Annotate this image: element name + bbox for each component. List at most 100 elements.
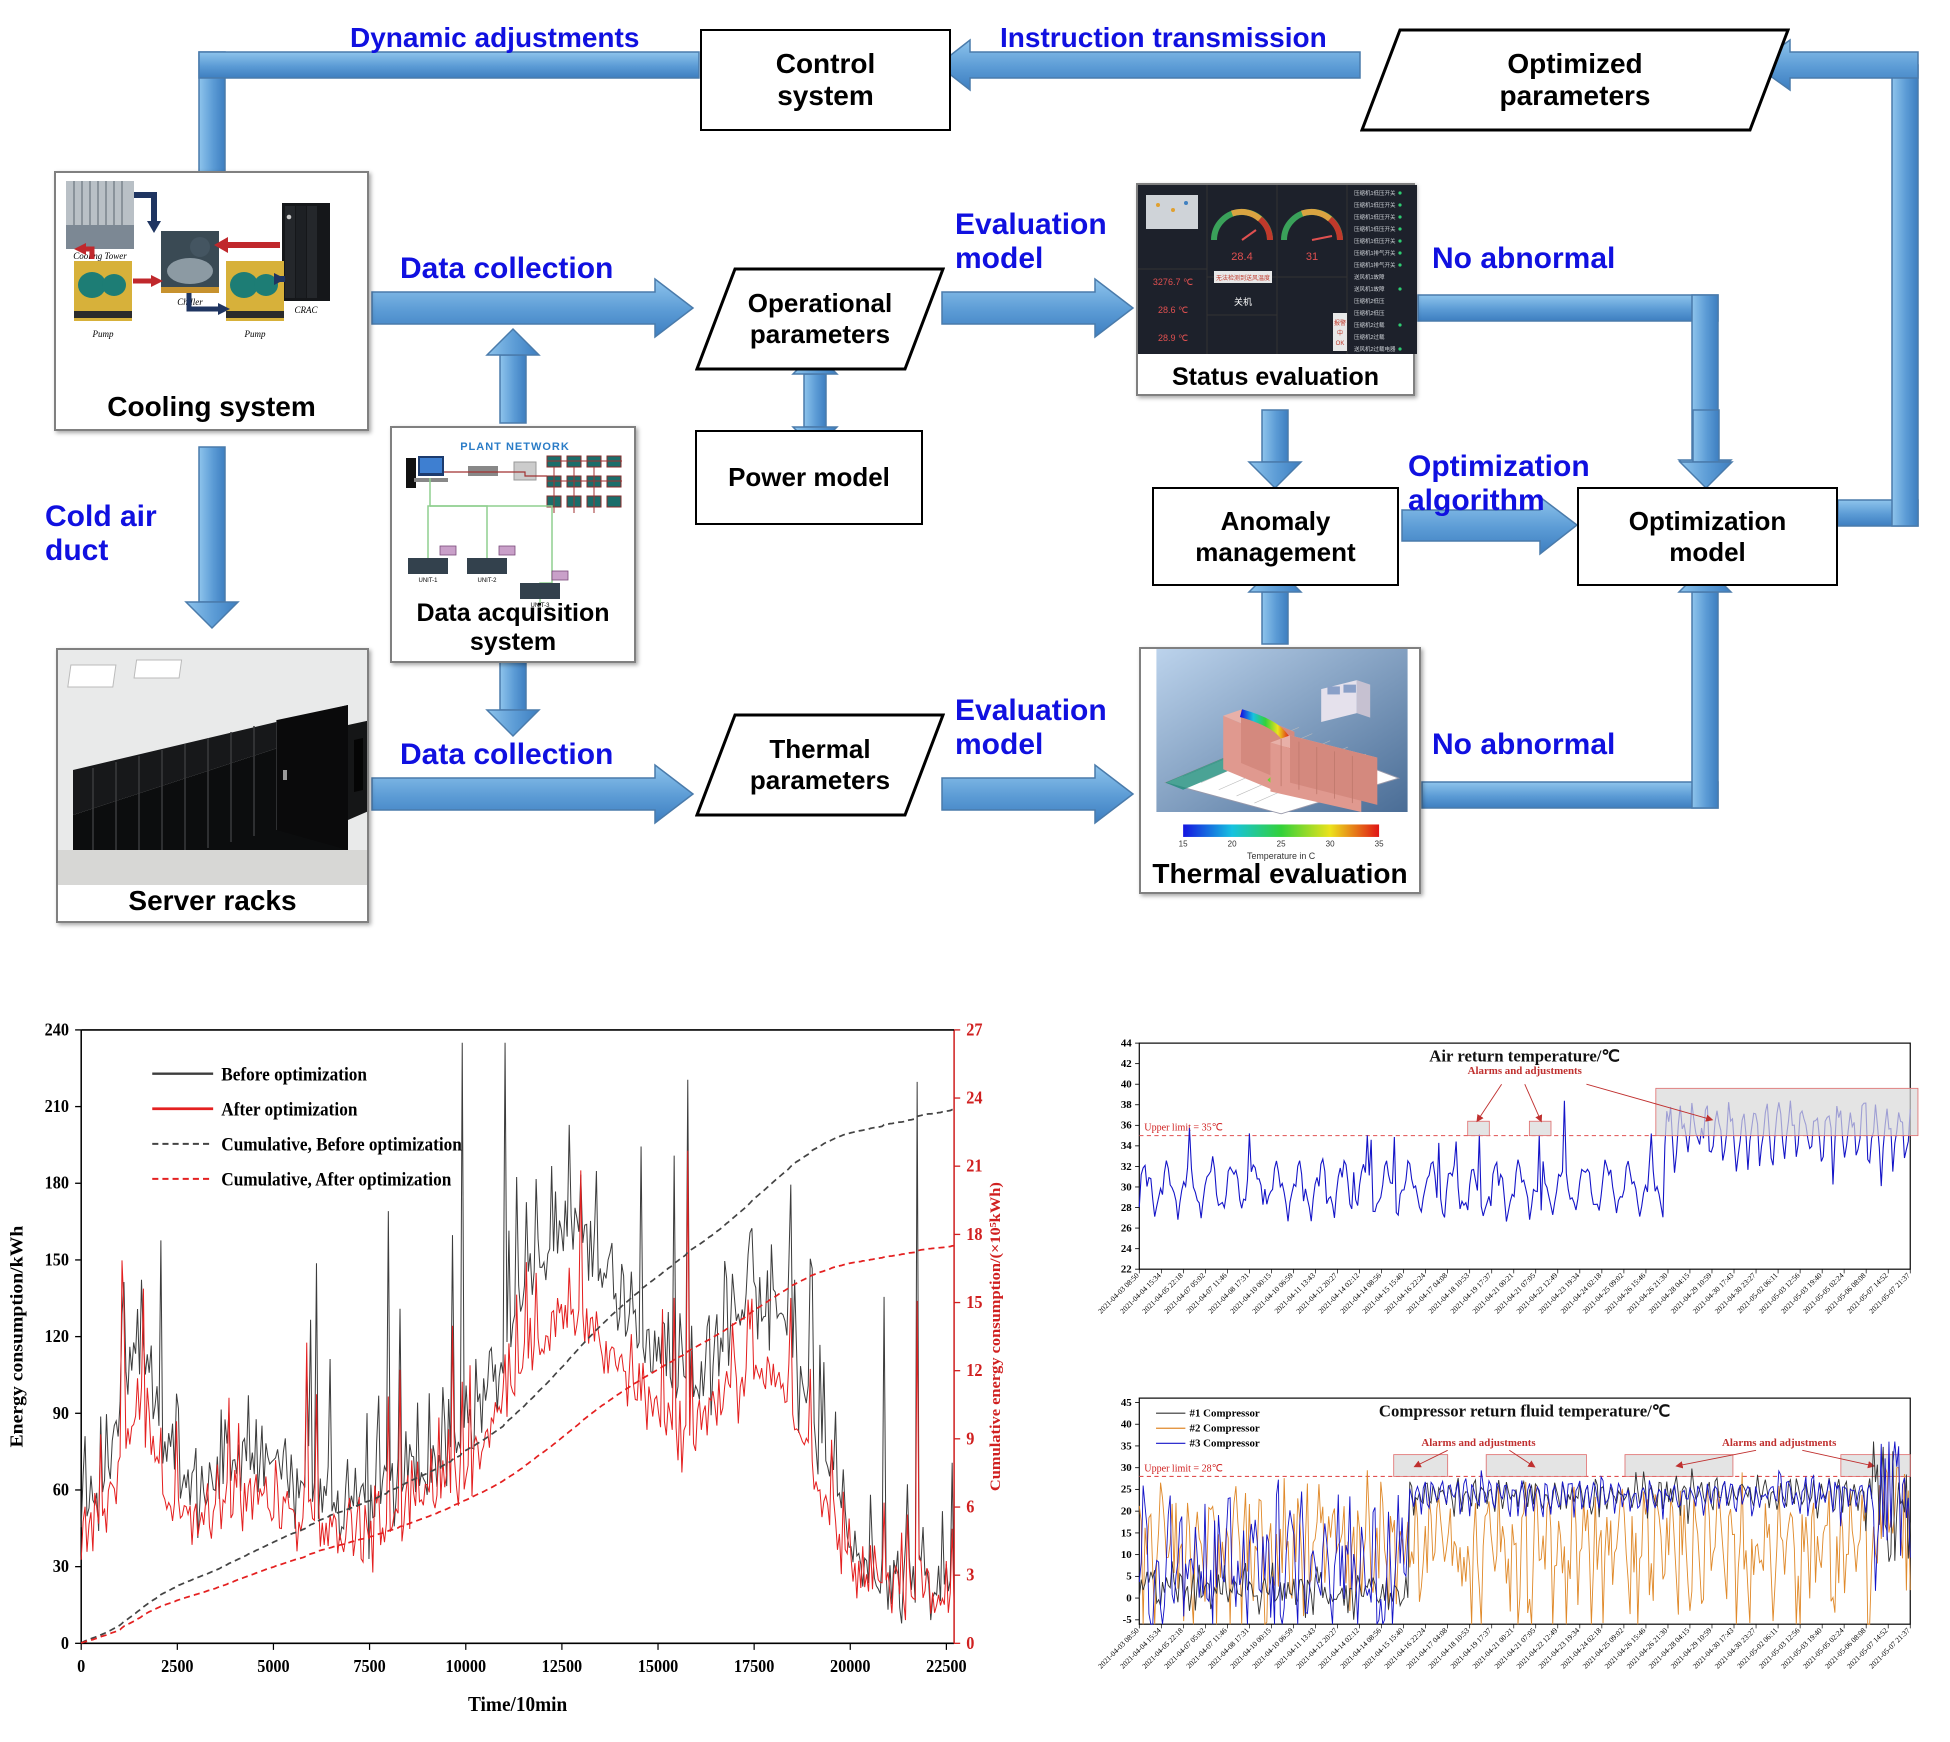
- svg-text:Cumulative, Before optimizatio: Cumulative, Before optimization: [221, 1134, 462, 1155]
- svg-text:Alarms and adjustments: Alarms and adjustments: [1722, 1437, 1836, 1449]
- svg-text:210: 210: [45, 1097, 69, 1117]
- svg-text:压缩机1低压开关: 压缩机1低压开关: [1354, 237, 1396, 245]
- svg-text:压缩机1低压开关: 压缩机1低压开关: [1354, 189, 1396, 197]
- svg-text:28: 28: [1121, 1202, 1132, 1214]
- svg-text:9: 9: [966, 1429, 974, 1449]
- svg-text:35: 35: [1375, 840, 1384, 849]
- svg-text:压缩机2低压: 压缩机2低压: [1354, 309, 1385, 317]
- svg-text:34: 34: [1121, 1140, 1132, 1152]
- svg-text:Alarms and adjustments: Alarms and adjustments: [1421, 1437, 1535, 1449]
- svg-text:3276.7 ℃: 3276.7 ℃: [1153, 277, 1193, 287]
- svg-text:7500: 7500: [353, 1656, 385, 1676]
- svg-text:#3 Compressor: #3 Compressor: [1190, 1438, 1260, 1450]
- svg-text:Air return temperature/℃: Air return temperature/℃: [1429, 1047, 1620, 1066]
- svg-text:32: 32: [1121, 1161, 1132, 1173]
- svg-text:Energy consumption/kWh: Energy consumption/kWh: [7, 1225, 27, 1447]
- svg-text:PLANT NETWORK: PLANT NETWORK: [460, 441, 570, 453]
- svg-text:28.6 ℃: 28.6 ℃: [1158, 305, 1188, 315]
- svg-text:22: 22: [1121, 1264, 1132, 1276]
- svg-text:压缩机2过载: 压缩机2过载: [1354, 321, 1385, 329]
- svg-text:-5: -5: [1123, 1614, 1133, 1626]
- svg-text:压缩机1低压开关: 压缩机1低压开关: [1354, 201, 1396, 209]
- svg-text:35: 35: [1121, 1440, 1132, 1452]
- svg-text:120: 120: [45, 1327, 69, 1347]
- svg-text:30: 30: [1121, 1462, 1132, 1474]
- svg-text:5000: 5000: [257, 1656, 289, 1676]
- svg-text:38: 38: [1121, 1099, 1132, 1111]
- svg-text:压缩机2过载: 压缩机2过载: [1354, 333, 1385, 341]
- svg-text:240: 240: [45, 1020, 69, 1040]
- svg-text:Upper limit = 28℃: Upper limit = 28℃: [1144, 1463, 1223, 1474]
- svg-text:中: 中: [1337, 329, 1343, 337]
- svg-text:21: 21: [966, 1156, 982, 1176]
- svg-text:40: 40: [1121, 1079, 1132, 1091]
- svg-text:0: 0: [61, 1633, 69, 1653]
- svg-text:28.4: 28.4: [1231, 251, 1252, 263]
- svg-text:15: 15: [966, 1292, 982, 1312]
- svg-text:42: 42: [1121, 1058, 1132, 1070]
- svg-text:30: 30: [53, 1557, 69, 1577]
- svg-text:压缩机1排气开关: 压缩机1排气开关: [1354, 261, 1396, 269]
- svg-text:After optimization: After optimization: [221, 1099, 357, 1120]
- svg-text:15: 15: [1121, 1527, 1132, 1539]
- svg-text:Before optimization: Before optimization: [221, 1064, 367, 1085]
- svg-text:Cumulative, After optimization: Cumulative, After optimization: [221, 1169, 451, 1190]
- svg-text:12500: 12500: [542, 1656, 583, 1676]
- svg-text:送风机1故障: 送风机1故障: [1354, 273, 1385, 281]
- svg-text:36: 36: [1121, 1120, 1132, 1132]
- svg-text:压缩机1低压开关: 压缩机1低压开关: [1354, 225, 1396, 233]
- svg-text:Pump: Pump: [244, 329, 266, 339]
- svg-text:#2 Compressor: #2 Compressor: [1190, 1423, 1260, 1435]
- svg-text:送风机2过载电器: 送风机2过载电器: [1354, 345, 1396, 353]
- svg-text:Alarms and adjustments: Alarms and adjustments: [1468, 1065, 1582, 1077]
- svg-text:30: 30: [1121, 1181, 1132, 1193]
- svg-text:40: 40: [1121, 1419, 1132, 1431]
- svg-text:12: 12: [966, 1361, 982, 1381]
- svg-text:压缩机2低压: 压缩机2低压: [1354, 297, 1385, 305]
- svg-text:2500: 2500: [161, 1656, 193, 1676]
- svg-text:20: 20: [1121, 1506, 1132, 1518]
- svg-text:30: 30: [1326, 840, 1335, 849]
- svg-text:25: 25: [1121, 1484, 1132, 1496]
- svg-text:28.9 ℃: 28.9 ℃: [1158, 333, 1188, 343]
- svg-text:25: 25: [1277, 840, 1286, 849]
- svg-text:Upper limit = 35℃: Upper limit = 35℃: [1144, 1123, 1223, 1134]
- svg-text:20: 20: [1228, 840, 1237, 849]
- svg-text:Compressor return fluid temper: Compressor return fluid temperature/℃: [1379, 1402, 1671, 1421]
- svg-text:0: 0: [77, 1656, 85, 1676]
- svg-text:24: 24: [966, 1088, 983, 1108]
- svg-text:24: 24: [1121, 1243, 1132, 1255]
- svg-text:180: 180: [45, 1173, 69, 1193]
- svg-text:18: 18: [966, 1224, 982, 1244]
- svg-text:26: 26: [1121, 1222, 1132, 1234]
- svg-text:OK: OK: [1336, 341, 1345, 347]
- svg-text:Time/10min: Time/10min: [468, 1694, 567, 1717]
- svg-text:15000: 15000: [638, 1656, 679, 1676]
- svg-text:报警: 报警: [1334, 319, 1346, 327]
- svg-text:压缩机1排气开关: 压缩机1排气开关: [1354, 249, 1396, 257]
- svg-text:Pump: Pump: [92, 329, 114, 339]
- svg-text:0: 0: [1126, 1592, 1132, 1604]
- svg-text:3: 3: [966, 1565, 974, 1585]
- svg-text:CRAC: CRAC: [294, 305, 318, 315]
- svg-text:22500: 22500: [926, 1656, 967, 1676]
- svg-text:UNIT-1: UNIT-1: [418, 578, 438, 584]
- svg-text:0: 0: [966, 1633, 974, 1653]
- svg-text:10: 10: [1121, 1549, 1132, 1561]
- svg-text:45: 45: [1121, 1397, 1132, 1409]
- svg-text:44: 44: [1121, 1037, 1132, 1049]
- svg-text:150: 150: [45, 1250, 69, 1270]
- svg-text:Cumulative energy consumption/: Cumulative energy consumption/(×10⁵kWh): [987, 1182, 1003, 1491]
- svg-text:送风机1故障: 送风机1故障: [1354, 285, 1385, 293]
- svg-text:UNIT-2: UNIT-2: [477, 578, 497, 584]
- svg-text:15: 15: [1179, 840, 1188, 849]
- svg-text:压缩机1低压开关: 压缩机1低压开关: [1354, 213, 1396, 221]
- svg-text:无法检测到送风温度: 无法检测到送风温度: [1216, 274, 1270, 282]
- svg-text:6: 6: [966, 1497, 974, 1517]
- svg-text:31: 31: [1306, 251, 1318, 263]
- svg-text:关机: 关机: [1234, 296, 1252, 307]
- svg-text:90: 90: [53, 1403, 69, 1423]
- svg-text:#1 Compressor: #1 Compressor: [1190, 1408, 1260, 1420]
- svg-text:60: 60: [53, 1480, 69, 1500]
- svg-text:10000: 10000: [446, 1656, 487, 1676]
